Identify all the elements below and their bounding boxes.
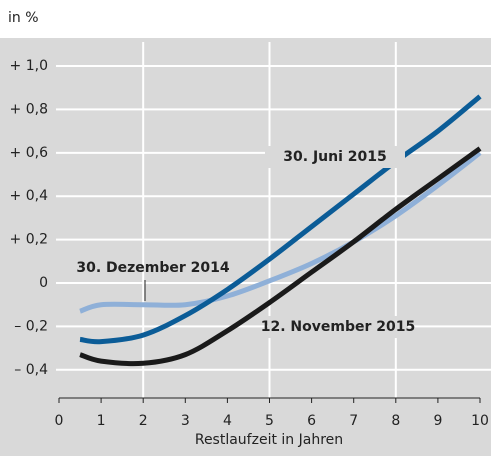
x-axis-label: Restlaufzeit in Jahren <box>195 432 343 448</box>
y-tick-label: + 0,2 <box>10 232 48 248</box>
plot-bg <box>0 38 491 456</box>
y-tick-label: – 0,2 <box>14 318 48 334</box>
y-tick-label: 0 <box>39 275 48 291</box>
series-line <box>79 146 482 367</box>
x-tick-label: 0 <box>55 413 64 429</box>
series-line <box>79 94 482 345</box>
series-label: 30. Dezember 2014 <box>76 260 230 276</box>
x-tick-label: 6 <box>307 413 316 429</box>
x-tick-label: 3 <box>181 413 190 429</box>
y-tick-label: – 0,4 <box>14 362 48 378</box>
y-tick-label: + 0,8 <box>10 101 48 117</box>
x-tick-label: 1 <box>97 413 106 429</box>
x-tick-label: 7 <box>349 413 358 429</box>
header-bg <box>0 0 491 38</box>
series-label: 12. November 2015 <box>261 319 415 335</box>
x-tick-label: 9 <box>433 413 442 429</box>
x-tick-label: 5 <box>265 413 274 429</box>
label-bg <box>265 146 405 168</box>
y-tick-label: + 0,6 <box>10 145 49 161</box>
y-tick-label: + 0,4 <box>10 188 49 204</box>
series-line <box>79 150 482 314</box>
x-tick-label: 2 <box>139 413 148 429</box>
label-bg <box>268 316 408 338</box>
series-label: 30. Juni 2015 <box>283 149 386 165</box>
unit-label: in % <box>8 10 39 26</box>
x-tick-label: 8 <box>391 413 400 429</box>
x-tick-label: 4 <box>223 413 232 429</box>
x-tick-label: 10 <box>471 413 489 429</box>
y-tick-label: + 1,0 <box>10 58 48 74</box>
